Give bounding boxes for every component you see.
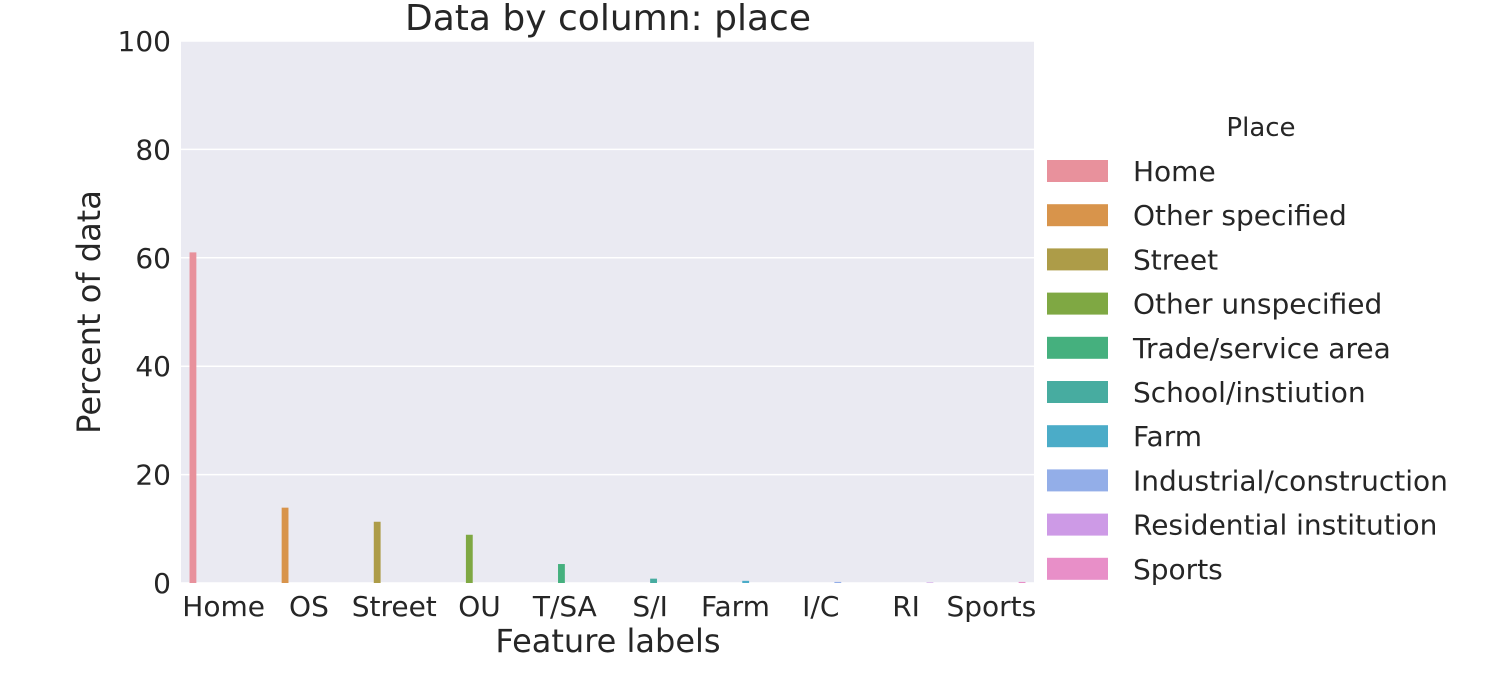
legend-label: Street (1133, 243, 1218, 276)
legend-swatch (1047, 292, 1108, 315)
legend-label: Sports (1133, 553, 1223, 586)
bar (465, 534, 473, 583)
x-tick-label: Sports (946, 590, 1036, 623)
bars (189, 252, 1026, 583)
x-axis-ticks: Home OS Street OU T/SA S/I Farm I/C RI Sports (182, 590, 1036, 623)
y-axis-ticks: 0 20 40 60 80 100 (118, 25, 171, 600)
legend-label: Other unspecified (1133, 288, 1382, 321)
x-tick-label: OU (458, 590, 501, 623)
gridlines (181, 40, 1034, 584)
y-axis-label: Percent of data (70, 190, 108, 434)
plot-background (181, 41, 1034, 583)
legend-swatch (1047, 425, 1108, 448)
legend-swatch (1047, 160, 1108, 182)
bar (742, 580, 750, 583)
chart-title: Data by column: place (405, 0, 811, 39)
x-tick-label: T/SA (532, 590, 597, 623)
legend-label: Home (1133, 155, 1216, 188)
x-tick-label: Street (352, 590, 437, 623)
legend-label: Residential institution (1133, 509, 1437, 542)
legend-label: Industrial/construction (1133, 464, 1448, 497)
x-tick-label: I/C (802, 590, 839, 623)
legend-swatch (1047, 248, 1108, 271)
legend-label: Other specified (1133, 199, 1347, 232)
x-tick-label: RI (892, 590, 920, 623)
x-tick-label: OS (289, 590, 329, 623)
legend-label: Trade/service area (1132, 332, 1391, 365)
y-tick-label: 0 (153, 567, 171, 600)
legend-swatch (1047, 469, 1108, 492)
y-tick-label: 80 (135, 133, 171, 166)
legend-swatch (1047, 557, 1108, 580)
legend-items: Home Other specified Street Other unspecifi… (1047, 155, 1448, 586)
x-tick-label: Farm (701, 590, 770, 623)
legend-label: School/instiution (1133, 376, 1366, 409)
bar (650, 578, 657, 583)
bar (926, 582, 934, 583)
legend-swatch (1047, 204, 1108, 227)
x-tick-label: S/I (632, 590, 667, 623)
bar (834, 581, 842, 583)
y-tick-label: 100 (118, 25, 171, 58)
x-axis-label: Feature labels (495, 622, 720, 660)
legend-swatch (1047, 381, 1108, 403)
bar (373, 521, 381, 583)
legend-swatch (1047, 336, 1108, 359)
y-tick-label: 20 (135, 459, 171, 492)
legend-label: Farm (1133, 420, 1202, 453)
bar (558, 564, 565, 583)
legend: Place Home Other specified Street Other uns… (1047, 113, 1448, 586)
x-tick-label: Home (182, 590, 265, 623)
bar (189, 252, 197, 583)
bar (281, 507, 289, 583)
y-tick-label: 40 (135, 350, 171, 383)
legend-swatch (1047, 513, 1108, 536)
legend-title: Place (1226, 113, 1295, 143)
y-tick-label: 60 (135, 242, 171, 275)
bar (1018, 581, 1026, 583)
